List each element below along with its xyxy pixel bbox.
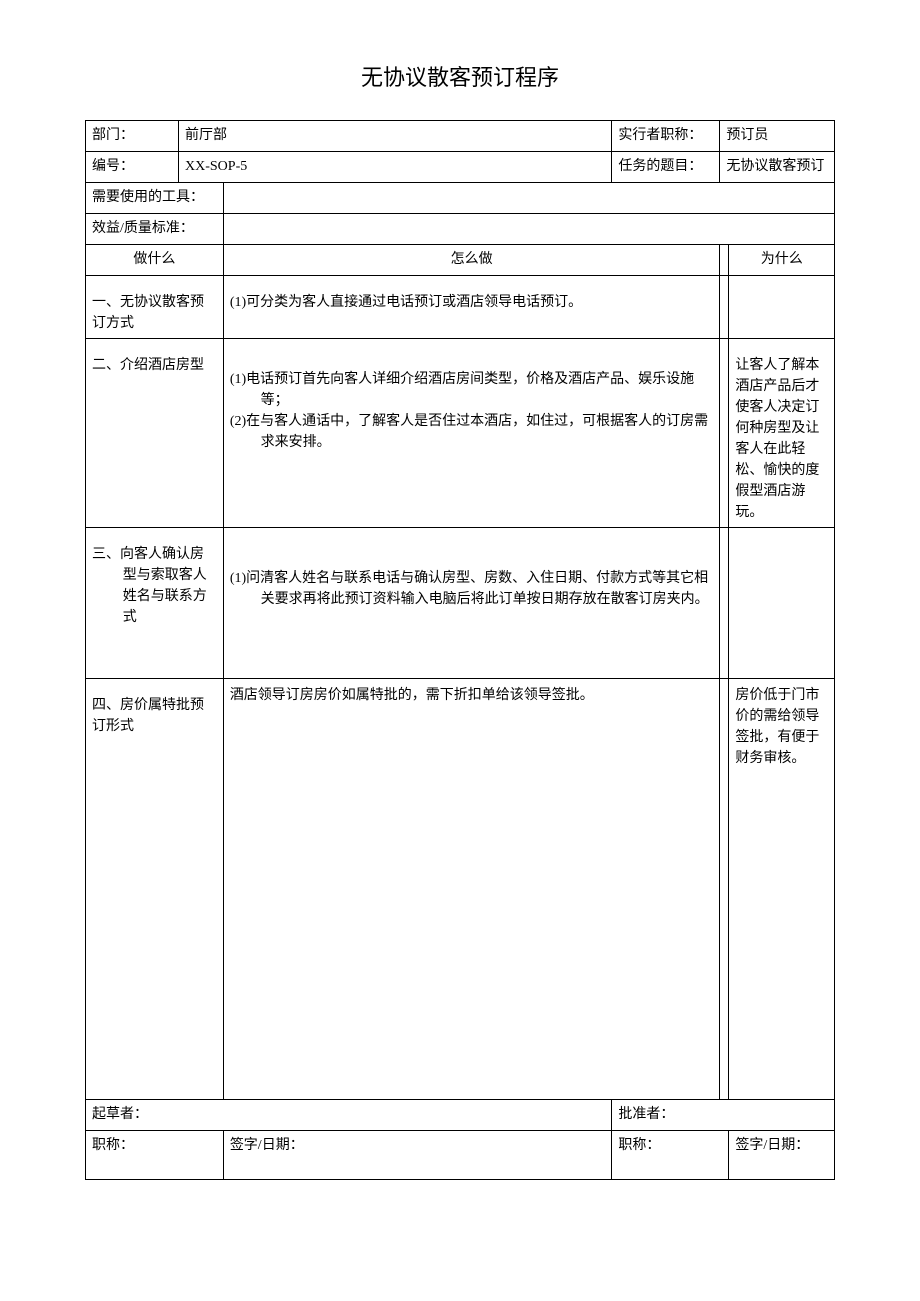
how-4: 酒店领导订房房价如属特批的，需下折扣单给该领导签批。 <box>223 679 720 1100</box>
why-4: 房价低于门市价的需给领导签批，有便于财务审核。 <box>729 679 835 1100</box>
why-2: 让客人了解本酒店产品后才使客人决定订何种房型及让客人在此轻松、愉快的度假型酒店游… <box>729 339 835 528</box>
page-title: 无协议散客预订程序 <box>85 60 835 92</box>
code-label: 编号： <box>86 152 179 183</box>
how-3: (1)问清客人姓名与联系电话与确认房型、房数、入住日期、付款方式等其它相关要求再… <box>223 528 720 679</box>
title-label-2: 职称： <box>612 1131 729 1180</box>
col-how-header: 怎么做 <box>223 245 720 276</box>
how-1: (1)可分类为客人直接通过电话预订或酒店领导电话预订。 <box>223 276 720 339</box>
performer-value: 预订员 <box>720 121 835 152</box>
thin-col <box>720 245 729 276</box>
thin-col <box>720 528 729 679</box>
col-why-header: 为什么 <box>729 245 835 276</box>
performer-label: 实行者职称： <box>612 121 720 152</box>
tools-label: 需要使用的工具： <box>86 183 224 214</box>
sign-label-1: 签字/日期： <box>223 1131 612 1180</box>
code-value: XX-SOP-5 <box>179 152 612 183</box>
sign-label-2: 签字/日期： <box>729 1131 835 1180</box>
title-label-1: 职称： <box>86 1131 224 1180</box>
task-label: 任务的题目： <box>612 152 720 183</box>
task-value: 无协议散客预订 <box>720 152 835 183</box>
dept-label: 部门： <box>86 121 179 152</box>
why-1 <box>729 276 835 339</box>
thin-col <box>720 679 729 1100</box>
tools-value <box>223 183 834 214</box>
col-what-header: 做什么 <box>86 245 224 276</box>
what-2: 二、介绍酒店房型 <box>86 339 224 528</box>
why-3 <box>729 528 835 679</box>
thin-col <box>720 276 729 339</box>
quality-value <box>223 214 834 245</box>
quality-label: 效益/质量标准： <box>86 214 224 245</box>
dept-value: 前厅部 <box>179 121 612 152</box>
how-2: (1)电话预订首先向客人详细介绍酒店房间类型，价格及酒店产品、娱乐设施等；(2)… <box>223 339 720 528</box>
what-3: 三、向客人确认房型与索取客人姓名与联系方式 <box>86 528 224 679</box>
thin-col <box>720 339 729 528</box>
what-4: 四、房价属特批预订形式 <box>86 679 224 1100</box>
sop-table: 部门： 前厅部 实行者职称： 预订员 编号： XX-SOP-5 任务的题目： 无… <box>85 120 835 1180</box>
what-1: 一、无协议散客预订方式 <box>86 276 224 339</box>
approver-label: 批准者： <box>612 1100 835 1131</box>
drafter-label: 起草者： <box>86 1100 612 1131</box>
